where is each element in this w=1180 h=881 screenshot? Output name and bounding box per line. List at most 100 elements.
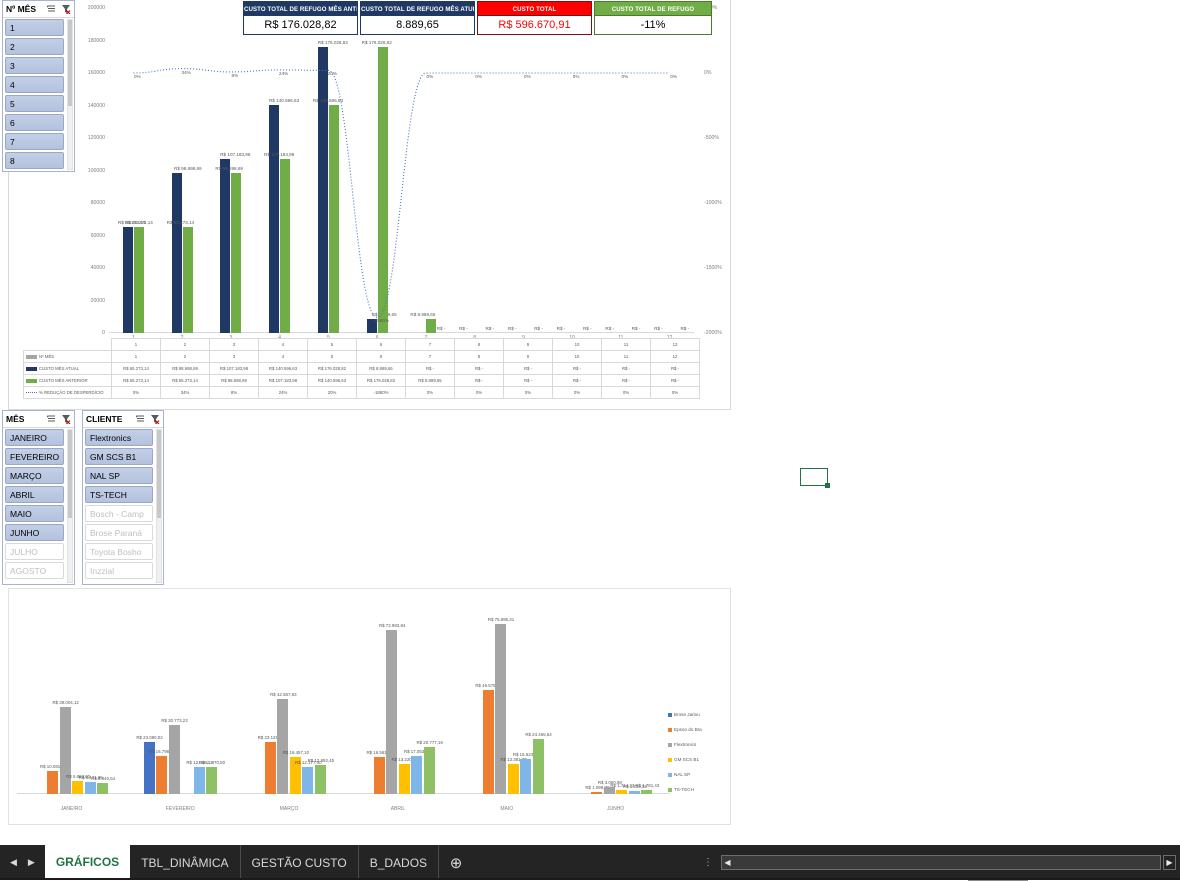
chart2-bar-5-1[interactable] (591, 791, 603, 794)
chart2-bar-2-2[interactable] (277, 698, 289, 794)
sheet-nav-next-icon[interactable]: ▶ (27, 857, 35, 867)
slicer-item-num-mes-1[interactable]: 2 (5, 38, 64, 55)
slicer-scrollbar[interactable] (67, 19, 73, 170)
slicer-scrollbar[interactable] (156, 429, 162, 583)
chart2-bar-5-3[interactable] (616, 790, 628, 794)
chart1-bar-custo-m-s-anterior-4[interactable] (328, 104, 339, 333)
slicer-item-cliente-3[interactable]: TS-TECH (85, 486, 153, 503)
chart2-bar-3-5[interactable] (423, 747, 435, 794)
chart2-bar-1-0[interactable] (143, 742, 155, 794)
slicer-item-num-mes-5[interactable]: 6 (5, 114, 64, 131)
sheet-tabs[interactable]: GRÁFICOS TBL_DINÂMICA GESTÃO CUSTO B_DADOS (44, 845, 440, 880)
chart2-bar-2-3[interactable] (289, 757, 301, 794)
slicer-item-cliente-6[interactable]: Toyota Bosho (85, 543, 153, 560)
slicer-mes[interactable]: MÊS JANEIRO FEVEREIRO MARÇO ABRIL MAIO JUNHO JU… (2, 410, 75, 585)
chart2-bar-4-5[interactable] (532, 739, 544, 794)
chart2-bar-5-5[interactable] (641, 790, 653, 794)
sheet-tab-tbl_din-mica[interactable]: TBL_DINÂMICA (130, 845, 241, 880)
slicer-buttons[interactable] (47, 4, 71, 14)
slicer-item-num-mes-7[interactable]: 8 (5, 152, 64, 169)
slicer-item-cliente-7[interactable]: Inzzial (85, 562, 153, 579)
multi-select-icon[interactable] (47, 414, 57, 424)
chart2-bar-0-3[interactable] (72, 780, 84, 794)
chart-custo-por-cliente-por-mes[interactable]: R$ 10.081,57 R$ 39.004,12 R$ 5.893,00 R$ 5.… (8, 588, 731, 825)
chart2-bar-1-2[interactable] (168, 725, 180, 794)
chart2-bar-0-2[interactable] (59, 706, 71, 794)
sheet-tab-gr-ficos[interactable]: GRÁFICOS (44, 845, 131, 880)
chart2-bar-1-4[interactable] (193, 766, 205, 794)
chart2-bar-3-1[interactable] (373, 756, 385, 794)
chart2-bar-5-2[interactable] (603, 787, 615, 794)
chart1-bar-custo-m-s-atual-3[interactable] (269, 104, 280, 333)
slicer-item-mes-7[interactable]: AGOSTO (5, 562, 64, 579)
chart1-bar-custo-m-s-anterior-2[interactable] (231, 172, 242, 333)
chart2-bar-4-3[interactable] (507, 764, 519, 794)
chart1-bar-custo-m-s-anterior-6[interactable] (426, 318, 437, 333)
slicer-item-list[interactable]: JANEIRO FEVEREIRO MARÇO ABRIL MAIO JUNHO JULHO… (3, 428, 74, 584)
chart2-bar-2-1[interactable] (264, 742, 276, 794)
chart2-bar-3-4[interactable] (411, 755, 423, 794)
slicer-buttons[interactable] (47, 414, 71, 424)
slicer-item-mes-0[interactable]: JANEIRO (5, 429, 64, 446)
slicer-scrollbar-thumb[interactable] (68, 430, 72, 519)
chart2-bar-4-4[interactable] (520, 758, 531, 794)
slicer-item-mes-4[interactable]: MAIO (5, 505, 64, 522)
clear-filter-icon[interactable] (61, 414, 71, 424)
sheet-tab-bar[interactable]: ◀ ▶ GRÁFICOS TBL_DINÂMICA GESTÃO CUSTO B_DA… (0, 845, 1180, 881)
slicer-item-cliente-0[interactable]: Flextronics (85, 429, 153, 446)
multi-select-icon[interactable] (47, 4, 57, 14)
chart-custo-mes-atual-vs-anterior[interactable]: 0 20000 40000 60000 80000 100000 120000 140000 1… (8, 0, 731, 410)
slicer-item-cliente-1[interactable]: GM SCS B1 (85, 448, 153, 465)
slicer-item-num-mes-6[interactable]: 7 (5, 133, 64, 150)
slicer-num-mes[interactable]: Nº MÊS 1 2 3 4 5 6 7 8 (2, 0, 75, 172)
scroll-right-icon[interactable]: ▶ (1163, 855, 1176, 870)
chart1-bar-custo-m-s-anterior-1[interactable] (182, 226, 193, 333)
chart2-bar-0-5[interactable] (97, 783, 109, 794)
slicer-item-list[interactable]: 1 2 3 4 5 6 7 8 (3, 18, 74, 171)
add-sheet-button[interactable]: ⊕ (449, 854, 463, 872)
sheet-nav-prev-icon[interactable]: ◀ (10, 857, 17, 867)
slicer-item-mes-3[interactable]: ABRIL (5, 486, 64, 503)
chart2-bar-0-4[interactable] (84, 781, 96, 794)
slicer-item-num-mes-2[interactable]: 3 (5, 57, 64, 74)
chart1-bar-custo-m-s-anterior-5[interactable] (377, 46, 388, 333)
chart1-bar-custo-m-s-atual-4[interactable] (317, 46, 328, 333)
chart2-bar-1-5[interactable] (206, 767, 217, 794)
slicer-item-mes-6[interactable]: JULHO (5, 543, 64, 560)
slicer-item-list[interactable]: Flextronics GM SCS B1 NAL SP TS-TECH Bosch -… (83, 428, 163, 584)
chart1-bar-custo-m-s-atual-5[interactable] (366, 318, 377, 333)
slicer-item-num-mes-4[interactable]: 5 (5, 95, 64, 112)
chart1-bar-custo-m-s-anterior-0[interactable] (133, 226, 144, 333)
selected-cell[interactable] (800, 468, 830, 488)
slicer-scrollbar-thumb[interactable] (157, 430, 161, 519)
multi-select-icon[interactable] (136, 414, 146, 424)
worksheet-canvas[interactable]: 0 20000 40000 60000 80000 100000 120000 140000 1… (0, 0, 1180, 845)
chart2-bar-1-1[interactable] (156, 756, 167, 794)
slicer-item-cliente-2[interactable]: NAL SP (85, 467, 153, 484)
slicer-item-num-mes-3[interactable]: 4 (5, 76, 64, 93)
chart2-bar-2-4[interactable] (302, 766, 314, 794)
chart1-bar-custo-m-s-atual-1[interactable] (171, 172, 182, 333)
slicer-item-mes-5[interactable]: JUNHO (5, 524, 64, 541)
chart2-bar-3-3[interactable] (398, 764, 410, 794)
slicer-buttons[interactable] (136, 414, 160, 424)
chart2-bar-4-1[interactable] (482, 689, 494, 794)
chart2-bar-2-5[interactable] (314, 765, 326, 794)
sheet-nav-arrows[interactable]: ◀ ▶ (0, 845, 45, 880)
chart1-bar-custo-m-s-atual-2[interactable] (220, 158, 231, 333)
horizontal-scroll-area[interactable]: ⋮ ◀ ▶ (695, 845, 1180, 880)
slicer-scrollbar[interactable] (67, 429, 73, 583)
scrollbar-thumb[interactable] (733, 856, 1160, 869)
chart1-bar-custo-m-s-atual-0[interactable] (122, 226, 133, 333)
slicer-cliente[interactable]: CLIENTE Flextronics GM SCS B1 NAL SP TS-TECH… (82, 410, 164, 585)
slicer-item-cliente-4[interactable]: Bosch - Camp (85, 505, 153, 522)
slicer-item-num-mes-0[interactable]: 1 (5, 19, 64, 36)
clear-filter-icon[interactable] (61, 4, 71, 14)
clear-filter-icon[interactable] (150, 414, 160, 424)
more-options-icon[interactable]: ⋮ (703, 857, 713, 868)
slicer-item-cliente-5[interactable]: Brose Paraná (85, 524, 153, 541)
chart2-bar-0-1[interactable] (47, 771, 59, 794)
slicer-item-mes-1[interactable]: FEVEREIRO (5, 448, 64, 465)
chart2-bar-5-4[interactable] (628, 791, 640, 794)
slicer-item-mes-2[interactable]: MARÇO (5, 467, 64, 484)
